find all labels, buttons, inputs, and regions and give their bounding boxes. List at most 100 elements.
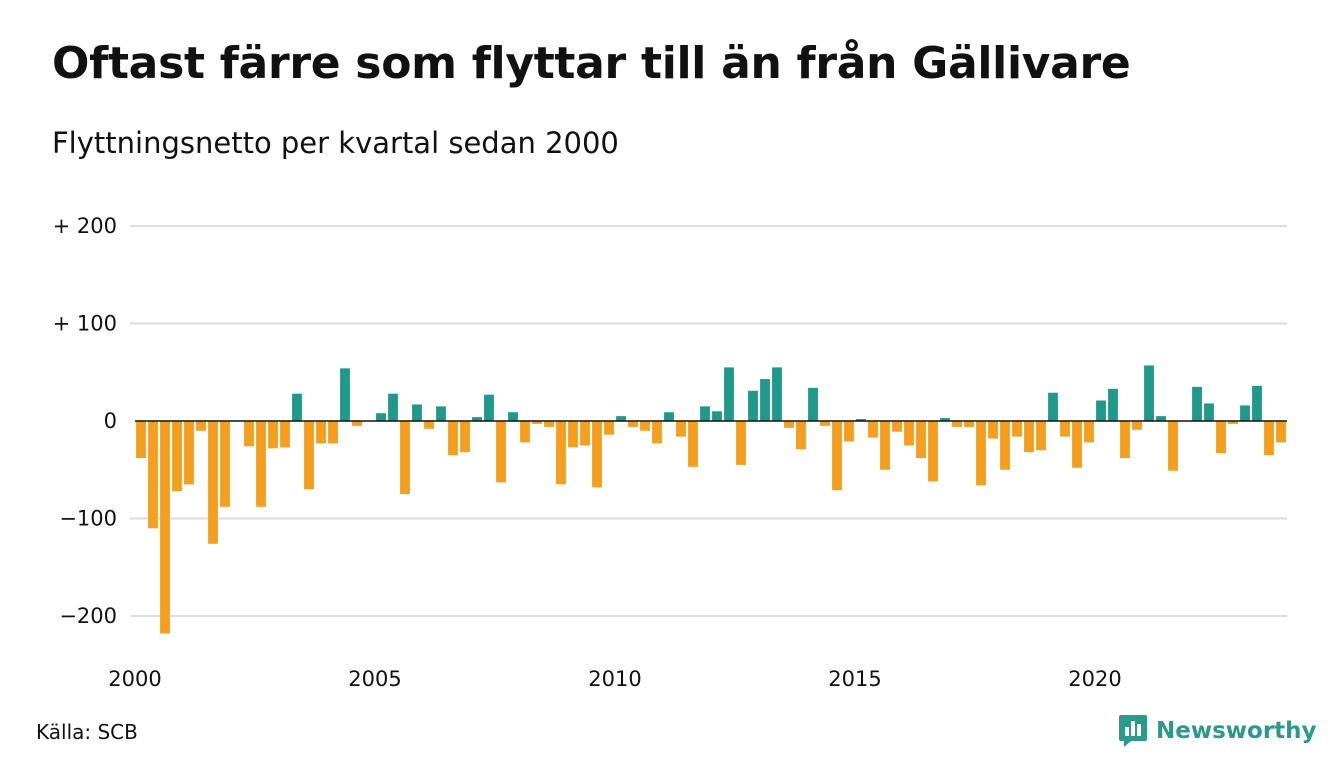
bar (160, 421, 170, 634)
bar (892, 421, 902, 432)
bar (1096, 400, 1106, 421)
bar (604, 421, 614, 435)
bar (1072, 421, 1082, 468)
bar (808, 387, 818, 421)
bar (328, 421, 338, 444)
bar (676, 421, 686, 437)
chart-subtitle: Flyttningsnetto per kvartal sedan 2000 (52, 126, 619, 160)
bar (508, 412, 518, 421)
x-tick-label: 2005 (348, 667, 401, 691)
bar (628, 421, 638, 427)
bar (1084, 421, 1094, 443)
x-axis-ticks: 2000 2005 2010 2015 2020 (108, 667, 1121, 691)
bar (568, 421, 578, 448)
brand-name: Newsworthy (1156, 718, 1317, 744)
bar (1204, 403, 1214, 421)
y-tick-label: 0 (104, 409, 117, 433)
bar (136, 421, 146, 459)
bar (316, 421, 326, 444)
bar (1000, 421, 1010, 470)
bar (292, 393, 302, 421)
bar (928, 421, 938, 482)
bar (976, 421, 986, 486)
y-tick-label: −200 (59, 604, 117, 628)
bar (616, 416, 626, 421)
bar (376, 413, 386, 421)
x-tick-label: 2015 (828, 667, 881, 691)
bar (748, 390, 758, 421)
newsworthy-logo: Newsworthy (1118, 714, 1317, 748)
bar (340, 368, 350, 421)
bar (856, 419, 866, 421)
bar (472, 417, 482, 421)
bar (1228, 421, 1238, 424)
bar (988, 421, 998, 439)
y-axis-ticks: + 200 + 100 0 −100 −200 (53, 214, 117, 628)
y-tick-label: + 100 (53, 312, 117, 336)
bar (640, 421, 650, 431)
y-tick-label: + 200 (53, 214, 117, 238)
bar (1276, 421, 1286, 443)
bar (1156, 416, 1166, 421)
bar (352, 421, 362, 426)
bar (256, 421, 266, 507)
bar (556, 421, 566, 485)
bar (424, 421, 434, 429)
bar (820, 421, 830, 426)
bar (724, 367, 734, 421)
bar (304, 421, 314, 490)
bar (436, 406, 446, 421)
bar (940, 418, 950, 421)
x-tick-label: 2000 (108, 667, 161, 691)
bars (136, 365, 1286, 634)
bar (532, 421, 542, 424)
bar (964, 421, 974, 427)
bar (772, 367, 782, 421)
bar (688, 421, 698, 467)
bar (484, 394, 494, 421)
bar (1240, 405, 1250, 421)
bar (1060, 421, 1070, 437)
bar (496, 421, 506, 483)
bar (796, 421, 806, 450)
bar (712, 411, 722, 421)
bar (760, 379, 770, 421)
bar (244, 421, 254, 447)
bar (1192, 386, 1202, 421)
bar (388, 393, 398, 421)
bar (832, 421, 842, 491)
bar (280, 421, 290, 448)
bar (196, 421, 206, 431)
bar-chart-speech-bubble-icon (1119, 715, 1147, 747)
bar (844, 421, 854, 442)
bar (1048, 392, 1058, 421)
bar (652, 421, 662, 444)
bar (592, 421, 602, 488)
bar (1144, 365, 1154, 421)
bar (736, 421, 746, 465)
bar (400, 421, 410, 495)
gridlines (130, 225, 1287, 617)
bar (1216, 421, 1226, 454)
bar (700, 406, 710, 421)
bar (460, 421, 470, 453)
bar (1024, 421, 1034, 453)
bar (1108, 388, 1118, 421)
bar (208, 421, 218, 544)
bar (1132, 421, 1142, 430)
bar (148, 421, 158, 529)
bar (664, 412, 674, 421)
bar (412, 404, 422, 421)
bar (784, 421, 794, 428)
bar (268, 421, 278, 449)
bar (916, 421, 926, 459)
bar (904, 421, 914, 446)
bar (952, 421, 962, 427)
source-note: Källa: SCB (36, 720, 138, 744)
bar (1012, 421, 1022, 437)
bar (1120, 421, 1130, 459)
bar (1264, 421, 1274, 456)
x-tick-label: 2010 (588, 667, 641, 691)
bar (184, 421, 194, 485)
